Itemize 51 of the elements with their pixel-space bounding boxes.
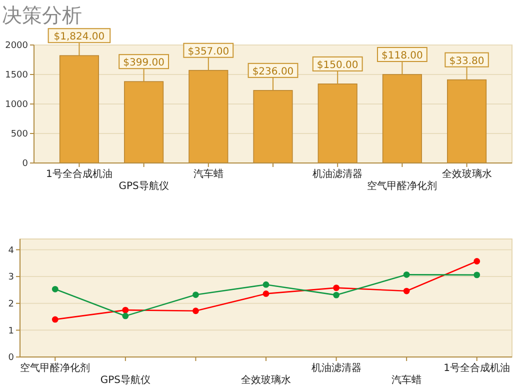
point <box>192 308 199 314</box>
annotation: $236.00 <box>252 66 294 78</box>
y-tick-label: 4 <box>8 246 14 256</box>
point <box>474 272 480 278</box>
x-tick-label: 全效玻璃水 <box>442 168 492 180</box>
chart-title: 决策分析 <box>2 3 82 27</box>
y-tick-label: 0 <box>8 353 14 364</box>
x-tick-label: 机油滤清器 <box>312 168 363 180</box>
bar <box>124 81 164 164</box>
x-tick-label: 机油滤清器 <box>311 362 362 374</box>
x-tick-label: 汽车蜡 <box>392 374 422 386</box>
y-tick-label: 1000 <box>5 100 28 110</box>
point <box>122 306 129 314</box>
x-tick-label: 空气甲醛净化剂 <box>20 362 90 374</box>
x-tick-label: GPS导航仪 <box>118 180 169 192</box>
bar <box>318 84 358 164</box>
bar <box>447 79 487 164</box>
x-tick-label: GPS导航仪 <box>100 374 150 386</box>
annotation: $399.00 <box>123 58 164 69</box>
x-tick-label: 全效玻璃水 <box>241 374 291 386</box>
y-tick-label: 0 <box>22 159 28 170</box>
point <box>333 284 340 292</box>
point <box>122 312 129 320</box>
x-tick-label: 汽车蜡 <box>193 168 224 180</box>
annotation: $357.00 <box>188 46 230 58</box>
bar <box>188 70 228 164</box>
annotation: $1,824.00 <box>54 32 105 43</box>
point <box>52 286 58 292</box>
point <box>262 290 270 297</box>
bar <box>59 55 99 164</box>
point <box>474 258 480 264</box>
x-tick-label: 1号全合成机油 <box>444 362 510 374</box>
point <box>403 271 410 278</box>
point <box>333 292 340 298</box>
annotation: $33.80 <box>449 56 484 67</box>
annotation: $118.00 <box>382 50 423 62</box>
y-tick-label: 2000 <box>5 41 28 52</box>
y-tick-label: 500 <box>10 130 28 140</box>
y-tick-label: 1500 <box>5 70 28 81</box>
point <box>192 292 199 298</box>
bar <box>382 74 422 164</box>
bar <box>253 90 293 164</box>
y-tick-label: 2 <box>8 300 14 310</box>
x-tick-label: 1号全合成机油 <box>46 168 112 180</box>
point <box>262 281 270 288</box>
x-tick-label: 空气甲醛净化剂 <box>367 180 438 192</box>
point <box>403 288 410 294</box>
point <box>52 316 58 323</box>
y-tick-label: 3 <box>8 272 14 283</box>
y-tick-label: 1 <box>8 326 14 336</box>
annotation: $150.00 <box>316 60 358 71</box>
